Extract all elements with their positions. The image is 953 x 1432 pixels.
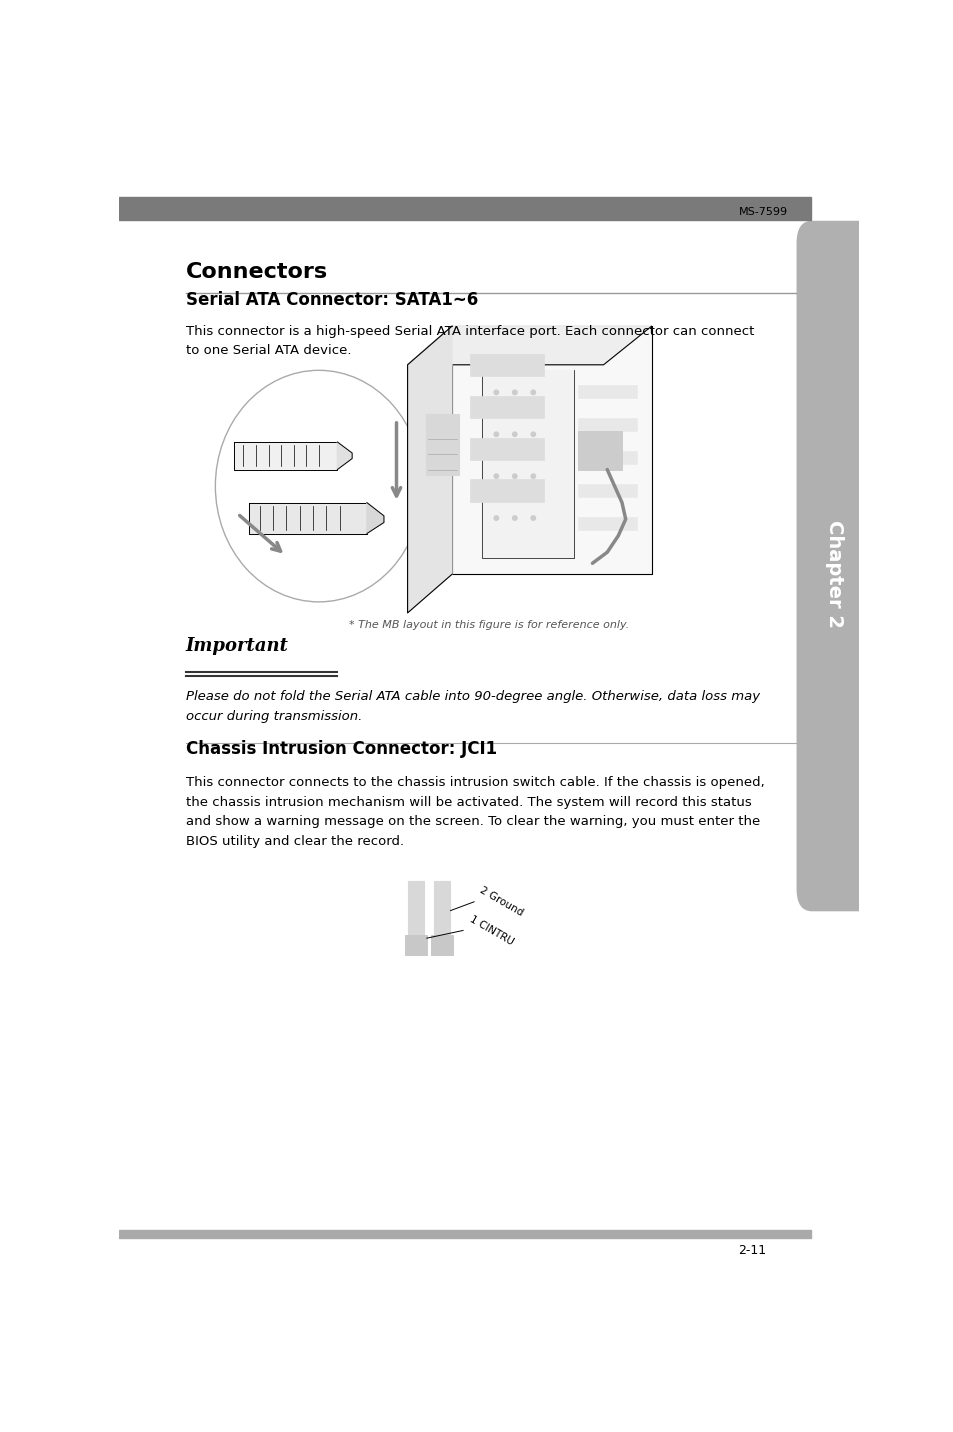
- Bar: [119, 1230, 810, 1239]
- Ellipse shape: [531, 474, 535, 478]
- Ellipse shape: [531, 432, 535, 437]
- Bar: [811, 243, 858, 888]
- FancyBboxPatch shape: [797, 222, 873, 911]
- Polygon shape: [452, 326, 651, 574]
- Bar: [577, 451, 636, 464]
- Bar: [577, 431, 621, 470]
- Bar: [577, 418, 636, 431]
- Bar: [119, 198, 810, 221]
- Bar: [470, 480, 544, 501]
- Ellipse shape: [494, 516, 498, 520]
- Bar: [404, 935, 426, 955]
- Ellipse shape: [494, 474, 498, 478]
- Text: This connector is a high-speed Serial ATA interface port. Each connector can con: This connector is a high-speed Serial AT…: [186, 325, 754, 357]
- Polygon shape: [233, 442, 337, 470]
- Text: MS-7599: MS-7599: [739, 208, 787, 218]
- Polygon shape: [407, 326, 452, 613]
- Polygon shape: [407, 326, 651, 365]
- Text: Important: Important: [186, 637, 289, 654]
- Ellipse shape: [531, 390, 535, 395]
- Bar: [577, 385, 636, 398]
- Ellipse shape: [512, 474, 517, 478]
- Polygon shape: [249, 503, 367, 534]
- Bar: [577, 484, 636, 497]
- Bar: [434, 881, 450, 938]
- Bar: [470, 395, 544, 418]
- Polygon shape: [481, 371, 574, 557]
- Text: 2 Ground: 2 Ground: [477, 885, 524, 918]
- Polygon shape: [337, 442, 352, 470]
- Bar: [470, 438, 544, 460]
- Text: Chapter 2: Chapter 2: [824, 520, 843, 629]
- Text: This connector connects to the chassis intrusion switch cable. If the chassis is: This connector connects to the chassis i…: [186, 776, 763, 848]
- Text: Connectors: Connectors: [186, 262, 328, 282]
- Bar: [577, 517, 636, 530]
- Ellipse shape: [512, 390, 517, 395]
- Bar: [470, 354, 544, 375]
- Ellipse shape: [512, 516, 517, 520]
- Ellipse shape: [512, 432, 517, 437]
- Polygon shape: [367, 503, 383, 534]
- Text: 2-11: 2-11: [738, 1244, 765, 1257]
- Ellipse shape: [531, 516, 535, 520]
- Text: 1 CINTRU: 1 CINTRU: [468, 914, 515, 947]
- Bar: [407, 881, 423, 938]
- Text: Serial ATA Connector: SATA1~6: Serial ATA Connector: SATA1~6: [186, 291, 477, 308]
- Text: Chassis Intrusion Connector: JCI1: Chassis Intrusion Connector: JCI1: [186, 740, 497, 759]
- Text: * The MB layout in this figure is for reference only.: * The MB layout in this figure is for re…: [349, 620, 628, 630]
- Bar: [426, 414, 458, 475]
- Ellipse shape: [494, 432, 498, 437]
- Text: Please do not fold the Serial ATA cable into 90-degree angle. Otherwise, data lo: Please do not fold the Serial ATA cable …: [186, 690, 760, 723]
- Ellipse shape: [494, 390, 498, 395]
- Bar: [431, 935, 453, 955]
